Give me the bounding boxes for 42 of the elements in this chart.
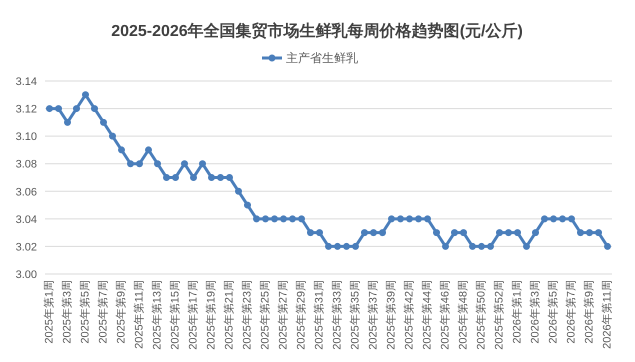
y-tick-label: 3.08 bbox=[16, 158, 37, 171]
x-tick-label: 2025年第37周 bbox=[368, 280, 380, 350]
x-tick-label: 2025年第29周 bbox=[296, 280, 308, 350]
x-tick-label: 2025年第52周 bbox=[494, 280, 506, 350]
x-tick-label: 2025年第3周 bbox=[62, 280, 74, 344]
x-tick-label: 2026年第9周 bbox=[584, 280, 596, 344]
x-tick-label: 2025年第19周 bbox=[206, 280, 218, 350]
x-tick-label: 2026年第3周 bbox=[530, 280, 542, 344]
x-tick-label: 2025年第13周 bbox=[152, 280, 164, 350]
x-tick-label: 2025年第21周 bbox=[224, 280, 236, 350]
x-tick-label: 2025年第35周 bbox=[350, 280, 362, 350]
x-tick-label: 2025年第50周 bbox=[476, 280, 488, 350]
x-tick-label: 2025年第1周 bbox=[44, 280, 56, 344]
x-tick-label: 2025年第39周 bbox=[386, 280, 398, 350]
y-tick-label: 3.04 bbox=[16, 214, 37, 226]
x-tick-label: 2025年第48周 bbox=[458, 280, 470, 350]
x-tick-label: 2025年第46周 bbox=[440, 280, 452, 350]
x-tick-label: 2025年第7周 bbox=[98, 280, 110, 344]
x-tick-label: 2025年第11周 bbox=[134, 280, 146, 349]
x-tick-label: 2025年第31周 bbox=[314, 280, 326, 350]
x-tick-label: 2025年第42周 bbox=[404, 280, 416, 350]
x-tick-label: 2025年第5周 bbox=[80, 280, 92, 344]
y-tick-label: 3.10 bbox=[16, 131, 37, 144]
x-tick-label: 2025年第9周 bbox=[116, 280, 128, 344]
y-tick-label: 3.14 bbox=[16, 76, 37, 88]
chart-title: 2025-2026年全国集贸市场生鲜乳每周价格趋势图(元/公斤) bbox=[111, 22, 523, 40]
x-tick-label: 2026年第5周 bbox=[548, 280, 560, 344]
x-tick-label: 2025年第44周 bbox=[422, 280, 434, 350]
x-tick-label: 2025年第25周 bbox=[260, 280, 272, 350]
x-tick-label: 2025年第33周 bbox=[332, 280, 344, 350]
y-tick-label: 3.12 bbox=[16, 104, 37, 116]
y-tick-label: 3.02 bbox=[16, 241, 37, 254]
y-tick-label: 3.06 bbox=[16, 186, 37, 198]
x-tick-label: 2025年第27周 bbox=[278, 280, 290, 350]
x-tick-label: 2025年第23周 bbox=[242, 280, 254, 350]
x-tick-label: 2025年第17周 bbox=[188, 280, 200, 350]
x-tick-label: 2026年第7周 bbox=[566, 280, 578, 344]
legend-label: 主产省生鲜乳 bbox=[286, 51, 358, 65]
x-tick-label: 2026年第1周 bbox=[512, 280, 524, 344]
y-tick-label: 3.00 bbox=[16, 269, 37, 281]
x-tick-label: 2025年第15周 bbox=[170, 280, 182, 350]
x-tick-label: 2026年第11周 bbox=[602, 280, 614, 349]
